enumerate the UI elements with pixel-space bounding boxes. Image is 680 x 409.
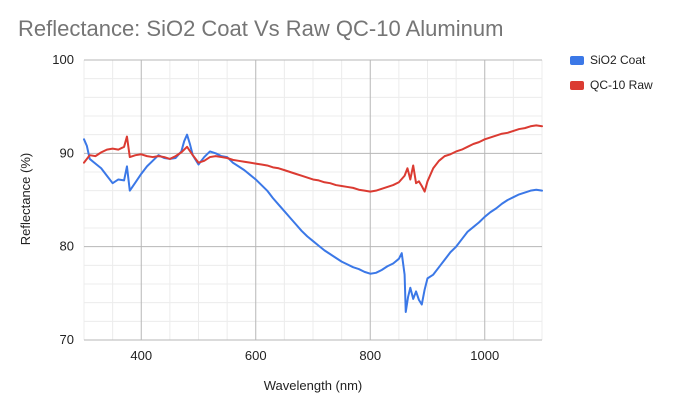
legend: SiO2 Coat QC-10 Raw [570,53,653,92]
y-tick-label: 70 [60,332,74,347]
legend-swatch [570,81,584,90]
legend-label: QC-10 Raw [590,78,653,92]
chart-title: Reflectance: SiO2 Coat Vs Raw QC-10 Alum… [18,16,503,41]
x-tick-label: 1000 [470,348,499,363]
series-layer [83,124,543,313]
y-tick-label: 100 [52,52,74,67]
x-tick-label: 600 [245,348,267,363]
series-line-2 [83,124,543,193]
grid-major [84,59,542,341]
y-axis-title: Reflectance (%) [18,153,33,245]
y-tick-label: 80 [60,239,74,254]
y-tick-label: 90 [60,145,74,160]
legend-label: SiO2 Coat [590,53,646,67]
x-tick-label: 400 [130,348,152,363]
ticks-layer: 400 600 800 1000 70 80 90 100 [52,52,499,363]
x-axis-title: Wavelength (nm) [264,378,363,393]
legend-swatch [570,56,584,65]
x-tick-label: 800 [359,348,381,363]
grid-minor [83,60,543,340]
